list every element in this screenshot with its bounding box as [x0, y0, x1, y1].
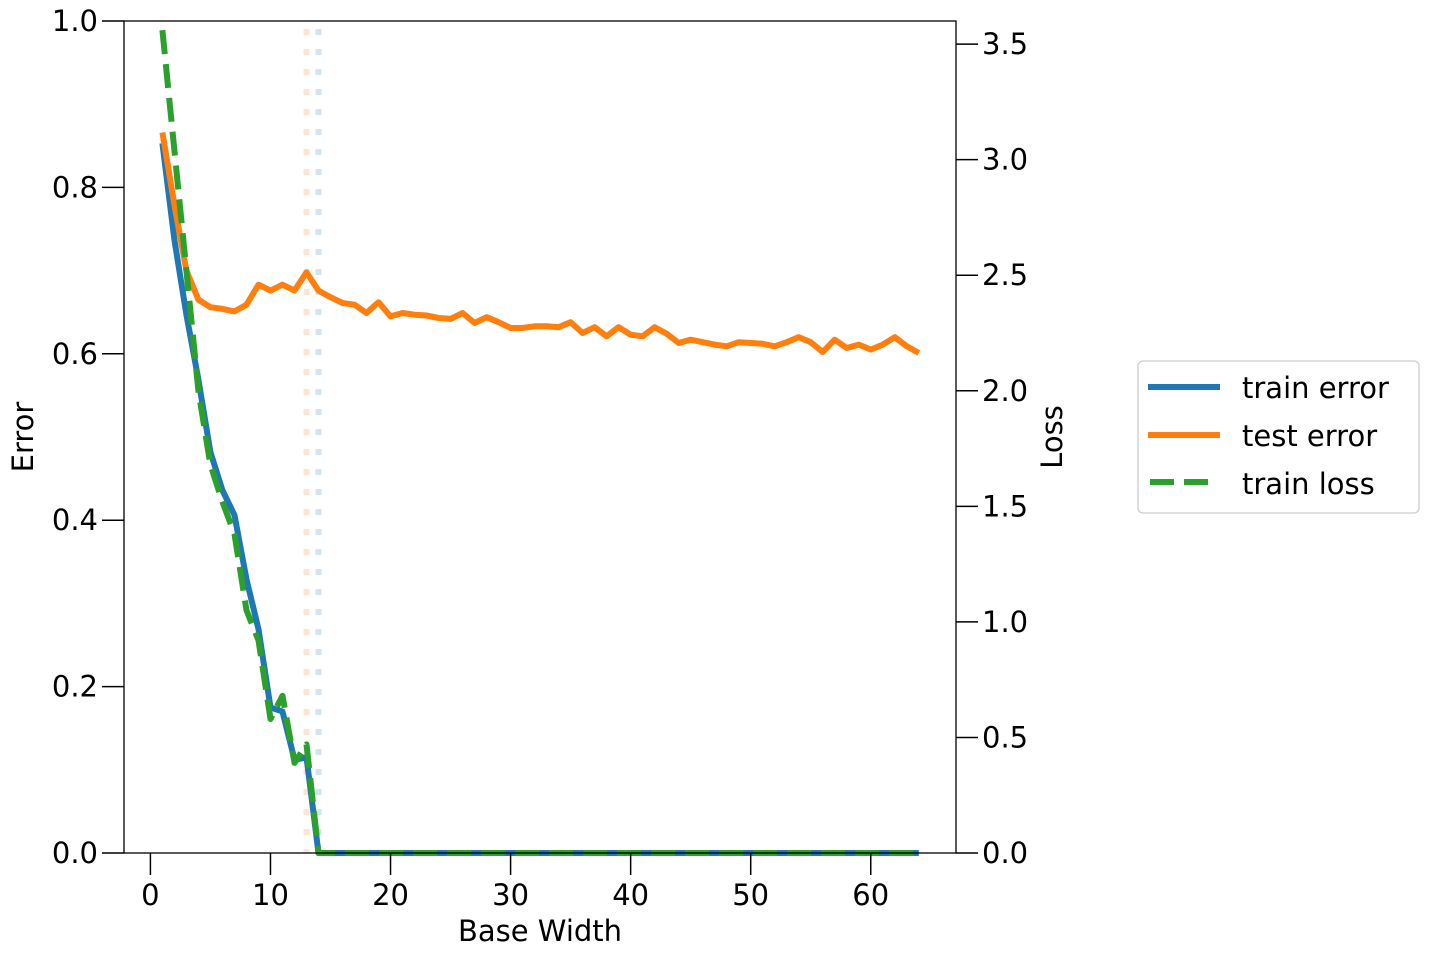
y-right-tick-label: 1.5 [982, 489, 1028, 523]
y-axis-right-ticks: 0.0 0.5 1.0 1.5 2.0 2.5 3.0 3.5 [956, 27, 1028, 870]
series-train-error [159, 142, 919, 856]
plot-frame [123, 20, 957, 854]
series-test-error [159, 132, 921, 356]
y-tick-label: 0.6 [52, 337, 98, 371]
legend-label-train-loss: train loss [1242, 467, 1375, 501]
y-tick-label: 0.4 [52, 503, 98, 537]
reference-lines [303, 29, 322, 853]
legend-label-train-error: train error [1242, 371, 1389, 405]
y-right-tick-label: 1.0 [982, 605, 1028, 639]
x-tick-label: 50 [732, 878, 769, 912]
x-tick-label: 0 [141, 878, 159, 912]
y-tick-label: 0.0 [52, 836, 98, 870]
x-tick-label: 40 [612, 878, 649, 912]
x-tick-label: 20 [372, 878, 409, 912]
y-right-tick-label: 3.0 [982, 143, 1028, 177]
y-axis-right-label: Loss [1035, 405, 1069, 469]
x-tick-label: 30 [492, 878, 529, 912]
x-tick-label: 10 [252, 878, 289, 912]
data-series [159, 29, 921, 856]
y-tick-label: 0.8 [52, 170, 98, 204]
legend: train error test error train loss [1137, 360, 1420, 514]
legend-box [1137, 360, 1420, 514]
y-tick-label: 0.2 [52, 670, 98, 704]
x-axis-ticks: 0 10 20 30 40 50 60 [141, 853, 889, 912]
x-axis-label: Base Width [458, 914, 622, 948]
series-train-loss [159, 29, 919, 856]
y-right-tick-label: 2.5 [982, 258, 1028, 292]
legend-label-test-error: test error [1242, 419, 1377, 453]
y-axis-left-label: Error [6, 402, 40, 473]
y-right-tick-label: 3.5 [982, 27, 1028, 61]
y-right-tick-label: 0.0 [982, 836, 1028, 870]
y-axis-left-ticks: 0.0 0.2 0.4 0.6 0.8 1.0 [52, 4, 124, 870]
x-tick-label: 60 [852, 878, 889, 912]
y-tick-label: 1.0 [52, 4, 98, 38]
y-right-tick-label: 2.0 [982, 374, 1028, 408]
y-right-tick-label: 0.5 [982, 720, 1028, 754]
